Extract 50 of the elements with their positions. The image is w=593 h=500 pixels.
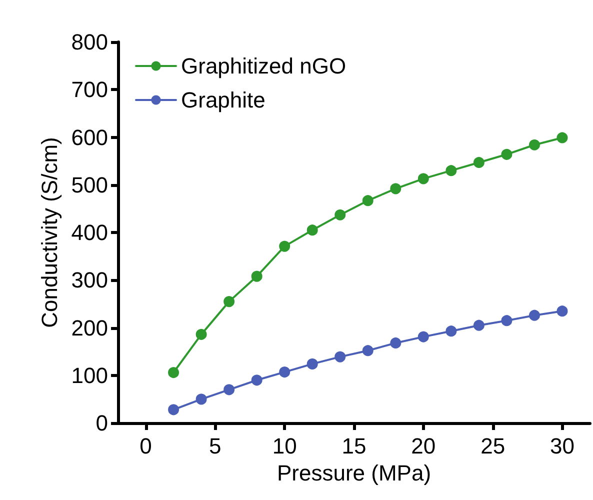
point [362, 195, 374, 206]
y-tick-label: 400 [71, 220, 108, 245]
point [334, 209, 346, 220]
point [473, 156, 484, 168]
y-axis-title: Conductivity (S/cm) [36, 137, 62, 328]
y-tick-label: 200 [71, 315, 108, 340]
y-tick-label: 800 [71, 30, 108, 54]
point [501, 148, 512, 160]
point [334, 351, 346, 362]
point [556, 132, 568, 144]
point [168, 367, 180, 378]
point [556, 306, 568, 317]
x-tick-label: 0 [140, 434, 152, 458]
point [251, 270, 262, 282]
y-tick-label: 600 [71, 124, 108, 150]
point [196, 394, 207, 405]
y-tick-label: 300 [71, 268, 108, 293]
x-tick-label: 30 [550, 434, 574, 458]
point [224, 384, 235, 396]
point [279, 240, 290, 252]
x-tick-label: 25 [480, 434, 506, 458]
point [306, 224, 318, 236]
point [362, 345, 374, 356]
x-tick-label: 20 [411, 434, 436, 458]
point [168, 404, 180, 416]
point [196, 328, 207, 340]
point [306, 358, 318, 370]
legend-label: Graphitized nGO [181, 54, 346, 78]
point [418, 331, 429, 342]
y-tick-label: 500 [71, 172, 108, 198]
point [224, 296, 235, 308]
point [279, 366, 290, 378]
point [528, 310, 540, 321]
point [446, 326, 457, 337]
x-tick-label: 5 [209, 434, 222, 458]
point [390, 337, 402, 348]
x-tick-label: 10 [272, 434, 297, 458]
x-tick-label: 15 [342, 434, 366, 458]
y-tick-label: 0 [96, 410, 108, 436]
y-tick-label: 100 [71, 362, 108, 388]
point [390, 183, 402, 194]
point [473, 320, 484, 331]
x-axis-title: Pressure (MPa) [276, 460, 432, 486]
legend-label: Graphite [181, 88, 266, 112]
point [446, 165, 457, 176]
point [501, 315, 512, 326]
point [251, 374, 262, 386]
point [528, 139, 540, 150]
y-tick-label: 700 [71, 77, 108, 102]
point [418, 173, 429, 184]
